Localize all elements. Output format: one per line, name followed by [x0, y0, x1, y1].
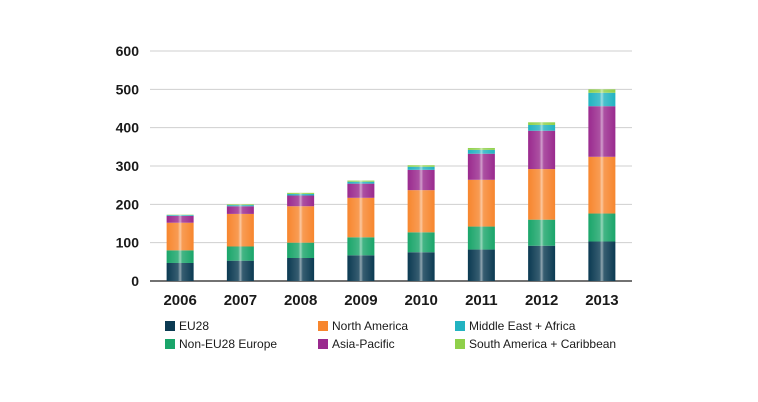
legend-label: EU28 — [179, 319, 209, 333]
legend-label: Middle East + Africa — [469, 319, 576, 333]
bar-stack-2010 — [407, 165, 435, 281]
gridlines — [150, 50, 632, 282]
legend-item: North America — [318, 319, 408, 333]
y-tick-label: 100 — [116, 235, 140, 251]
legend-label: Asia-Pacific — [332, 337, 395, 351]
y-tick-label: 0 — [131, 273, 139, 289]
x-tick-label: 2006 — [163, 292, 196, 309]
y-tick-label: 200 — [116, 196, 140, 212]
legend-swatch — [165, 321, 175, 331]
legend-swatch — [165, 339, 175, 349]
bar-stack-2012 — [528, 122, 556, 281]
bar-highlight — [226, 204, 254, 281]
x-tick-label: 2009 — [344, 292, 377, 309]
legend-label: Non-EU28 Europe — [179, 337, 277, 351]
x-tick-label: 2013 — [585, 292, 618, 309]
x-tick-label: 2012 — [525, 292, 558, 309]
bar-highlight — [407, 165, 435, 281]
bar-stack-2007 — [226, 204, 254, 281]
bar-highlight — [588, 89, 616, 281]
bar-highlight — [467, 147, 495, 281]
bar-stack-2008 — [287, 192, 315, 281]
x-tick-label: 2008 — [284, 292, 317, 309]
legend-label: North America — [332, 319, 408, 333]
legend-swatch — [318, 321, 328, 331]
bar-highlight — [287, 192, 315, 281]
y-tick-label: 300 — [116, 158, 140, 174]
bars — [166, 89, 616, 281]
y-tick-label: 400 — [116, 120, 140, 136]
bar-stack-2011 — [467, 147, 495, 281]
bar-stack-2009 — [347, 180, 375, 281]
legend-swatch — [455, 321, 465, 331]
legend-item: Asia-Pacific — [318, 337, 395, 351]
legend-swatch — [455, 339, 465, 349]
bar-stack-2013 — [588, 89, 616, 281]
legend-item: South America + Caribbean — [455, 337, 616, 351]
legend-item: EU28 — [165, 319, 209, 333]
bar-highlight — [166, 214, 194, 281]
bar-highlight — [347, 180, 375, 281]
x-axis-ticks: 2006 2007 2008 2009 2010 2011 2012 2013 — [163, 292, 618, 309]
legend-swatch — [318, 339, 328, 349]
legend-label: South America + Caribbean — [469, 337, 616, 351]
legend-item: Non-EU28 Europe — [165, 337, 277, 351]
x-tick-label: 2011 — [465, 292, 498, 309]
bar-highlight — [528, 122, 556, 281]
bar-stack-2006 — [166, 214, 194, 281]
legend: EU28 North America Middle East + Africa Non… — [165, 319, 616, 351]
y-tick-label: 500 — [116, 81, 140, 97]
x-tick-label: 2010 — [404, 292, 437, 309]
y-tick-label: 600 — [116, 43, 140, 59]
x-tick-label: 2007 — [224, 292, 257, 309]
legend-item: Middle East + Africa — [455, 319, 576, 333]
y-axis-ticks: 0 100 200 300 400 500 600 — [116, 43, 140, 289]
